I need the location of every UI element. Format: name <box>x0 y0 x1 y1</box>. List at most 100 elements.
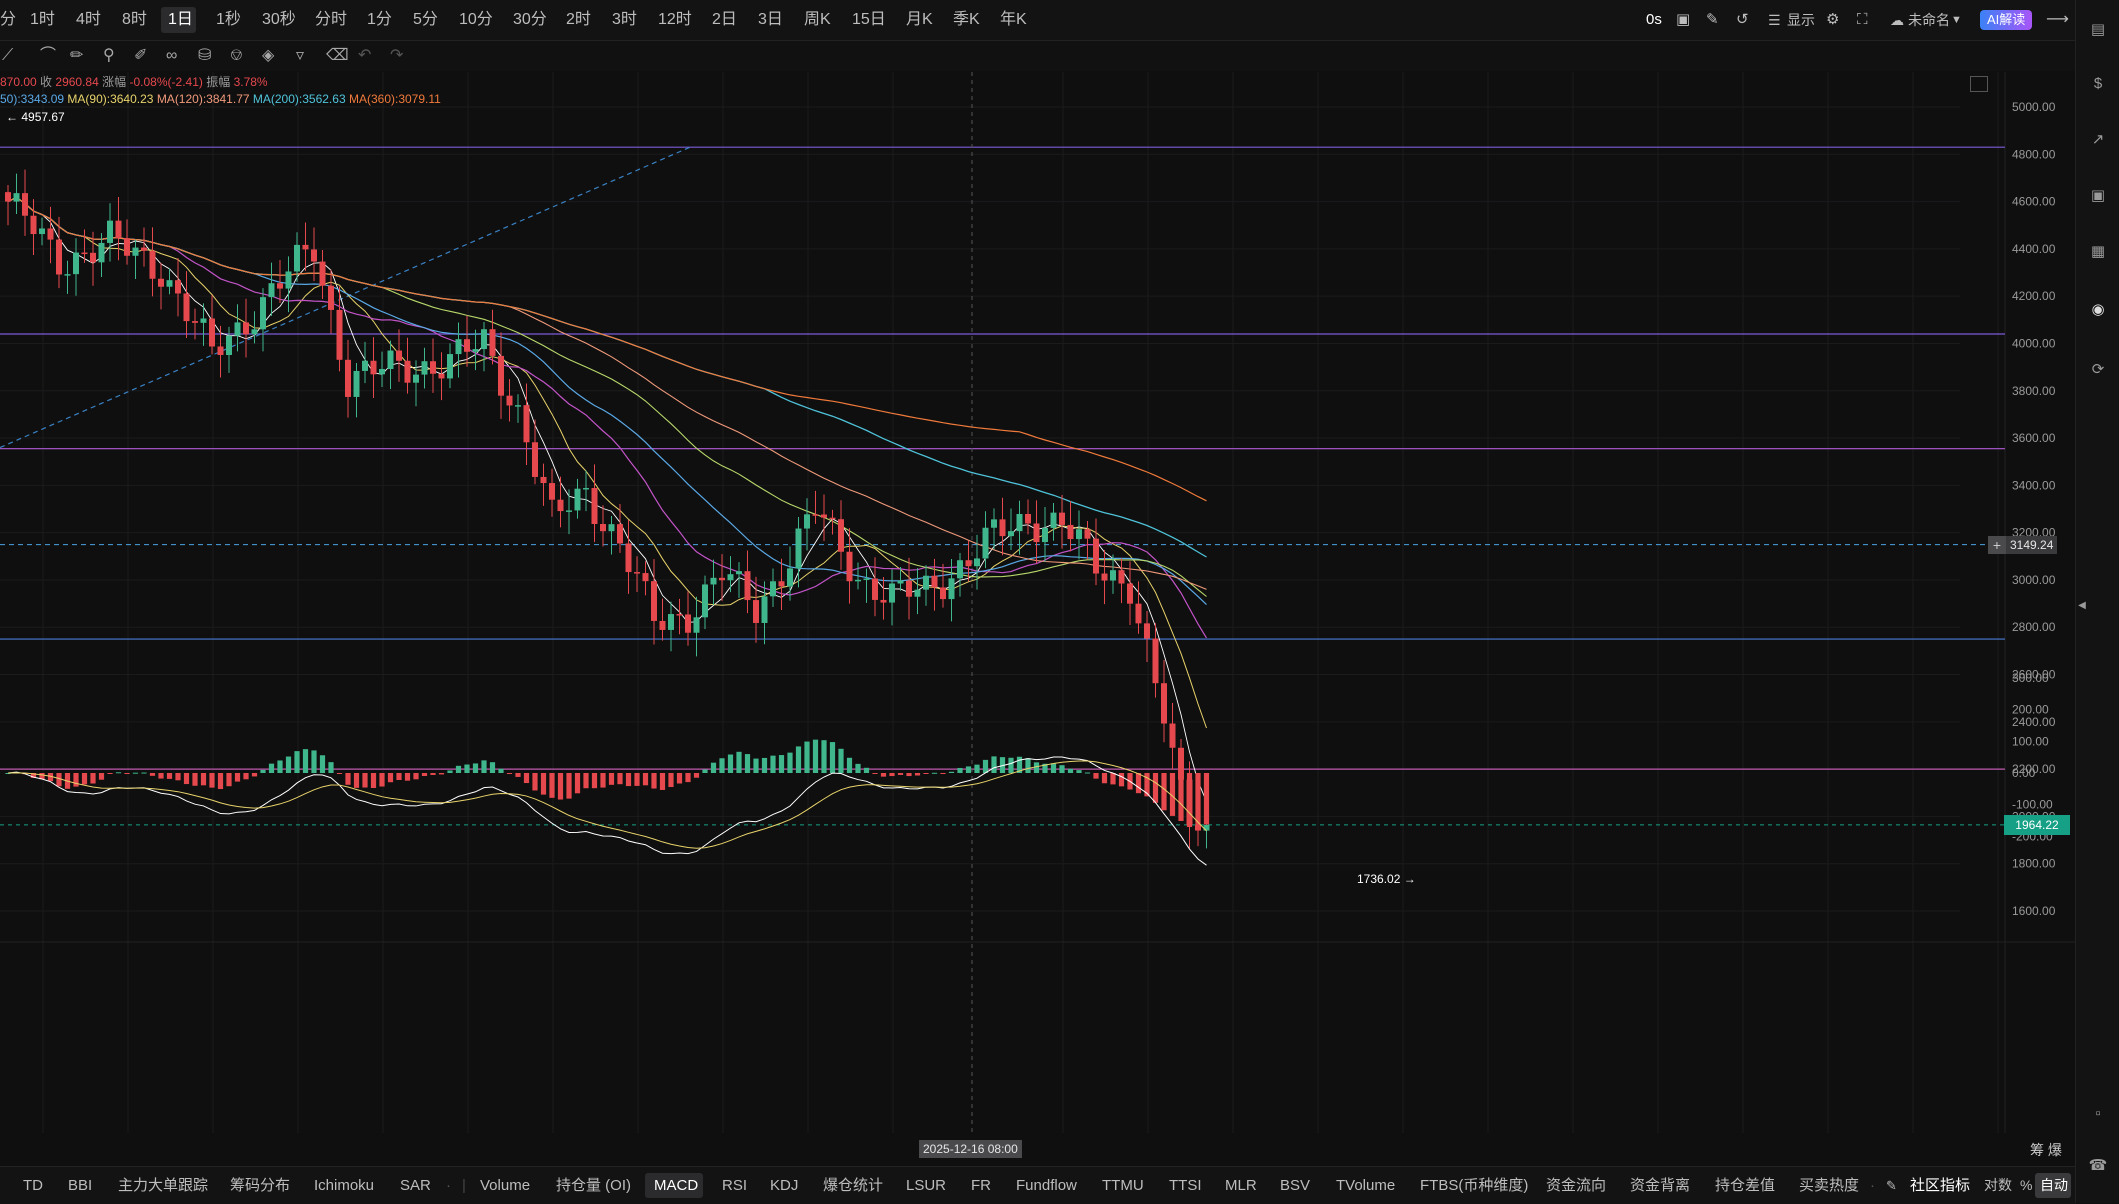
indicator-mlr[interactable]: MLR <box>1225 1177 1257 1194</box>
indicator-rsi[interactable]: RSI <box>722 1177 748 1194</box>
trash-tool-icon[interactable]: ⌫ <box>326 47 349 64</box>
indicator-chip[interactable]: 筹码分布 <box>230 1177 291 1194</box>
timeframe-30s[interactable]: 30秒 <box>262 11 296 28</box>
display-button[interactable]: 显示 <box>1787 12 1815 28</box>
indicator-lsur[interactable]: LSUR <box>906 1177 947 1194</box>
log-scale-button[interactable]: 对数 <box>1984 1177 2012 1193</box>
brush-tool-icon[interactable]: ✐ <box>134 47 148 64</box>
chart-expand-icon[interactable] <box>1970 76 1988 92</box>
trend-icon[interactable]: ↗ <box>2091 131 2105 148</box>
redo-icon[interactable]: ↷ <box>390 47 404 64</box>
timeframe-10m[interactable]: 10分 <box>459 11 493 28</box>
dollar-icon[interactable]: $ <box>2093 75 2103 92</box>
edit-icon[interactable]: ✎ <box>1886 1178 1897 1193</box>
indicator-tvolume[interactable]: TVolume <box>1336 1177 1396 1194</box>
ruler-tool-icon[interactable]: ✏ <box>70 47 84 64</box>
timeframe-week[interactable]: 周K <box>804 11 831 28</box>
percent-scale-button[interactable]: % <box>2020 1177 2033 1193</box>
zoom-tool-icon[interactable]: ⚲ <box>103 47 115 64</box>
timeframe-4h[interactable]: 4时 <box>76 11 101 28</box>
indicator-bsv[interactable]: BSV <box>1280 1177 1311 1194</box>
community-indicator-button[interactable]: 社区指标 <box>1910 1177 1971 1194</box>
layers-tool-icon[interactable]: ◈ <box>262 47 275 64</box>
timeframe-1h[interactable]: 1时 <box>30 11 55 28</box>
timeframe-3d[interactable]: 3日 <box>758 11 783 28</box>
timeframe-year[interactable]: 年K <box>1000 11 1027 28</box>
chevron-down-icon[interactable]: ▼ <box>1951 14 1962 26</box>
timeframe-partial[interactable]: 分 <box>0 11 17 28</box>
indicator-ttsi[interactable]: TTSI <box>1169 1177 1202 1194</box>
crop-tool-icon[interactable]: ⌒ <box>40 47 57 64</box>
line-tool-icon[interactable]: ⟋ <box>2 47 14 64</box>
macd-axis-label: 300.00 <box>2012 671 2049 685</box>
axis-corner-a[interactable]: 筹 <box>2030 1142 2044 1158</box>
pattern-tool-icon[interactable]: ∞ <box>166 47 178 64</box>
collapse-icon[interactable]: ◀ <box>2078 600 2086 611</box>
indicator-sar[interactable]: SAR <box>400 1177 431 1194</box>
auto-scale-button[interactable]: 自动 <box>2040 1177 2068 1193</box>
indicator-main-force[interactable]: 主力大单跟踪 <box>118 1177 209 1194</box>
timeframe-1m[interactable]: 1分 <box>367 11 392 28</box>
monitor-icon[interactable]: ▣ <box>2090 187 2106 204</box>
timeframe-12h[interactable]: 12时 <box>658 11 692 28</box>
cloud-icon[interactable]: ☁ <box>1890 12 1904 28</box>
macd-bar <box>1135 773 1142 794</box>
indicator-fund-divergence[interactable]: 资金背离 <box>1630 1177 1691 1194</box>
robot-icon[interactable]: ◉ <box>2091 301 2105 318</box>
indicator-kdj[interactable]: KDJ <box>770 1177 799 1194</box>
chart-area[interactable]: 5000.00 4800.00 4600.00 4400.00 4200.00 4000.… <box>0 72 2075 1158</box>
orderbook-icon[interactable]: ▤ <box>2090 21 2106 38</box>
timeframe-3h[interactable]: 3时 <box>612 11 637 28</box>
indicator-fundflow[interactable]: Fundflow <box>1016 1177 1077 1194</box>
layout-name-dropdown[interactable]: 未命名 <box>1908 12 1950 28</box>
camera-icon[interactable]: ▣ <box>1676 11 1691 28</box>
timeframe-5m[interactable]: 5分 <box>413 11 438 28</box>
indicator-fr[interactable]: FR <box>971 1177 991 1194</box>
timeframe-30m[interactable]: 30分 <box>513 11 547 28</box>
ai-analysis-button[interactable]: AI解读 <box>1980 10 2033 30</box>
indicator-fund-direction[interactable]: 资金流向 <box>1546 1177 1607 1194</box>
indicator-td[interactable]: TD <box>23 1177 43 1194</box>
settings-icon[interactable]: ⚙ <box>1826 11 1840 28</box>
panel-layout-icon[interactable]: ▫ <box>2095 1105 2101 1122</box>
share-icon[interactable]: ⟶ <box>2046 11 2069 28</box>
indicator-ftbs[interactable]: FTBS(币种维度) <box>1420 1177 1529 1194</box>
indicator-macd[interactable]: MACD <box>654 1177 699 1194</box>
indicator-liquidation[interactable]: 爆仓统计 <box>823 1177 884 1194</box>
macd-bar <box>897 773 904 775</box>
candle <box>880 576 887 620</box>
timeframe-intraday[interactable]: 分时 <box>315 11 348 28</box>
macd-bar <box>268 763 275 773</box>
axis-corner-b[interactable]: 爆 <box>2047 1142 2062 1158</box>
timeframe-1d[interactable]: 1日 <box>168 11 193 28</box>
indicator-oi[interactable]: 持仓量 (OI) <box>556 1177 631 1194</box>
candle <box>64 260 71 294</box>
timeframe-8h[interactable]: 8时 <box>122 11 147 28</box>
filter-tool-icon[interactable]: ▿ <box>296 47 305 64</box>
indicator-oi-delta[interactable]: 持仓差值 <box>1715 1177 1776 1194</box>
menu-icon[interactable]: ☰ <box>1768 12 1781 28</box>
indicator-volume[interactable]: Volume <box>480 1177 531 1194</box>
undo-icon[interactable]: ↶ <box>358 47 372 64</box>
chart-canvas[interactable]: 5000.00 4800.00 4600.00 4400.00 4200.00 4000.… <box>0 72 2075 1133</box>
reply-icon[interactable]: ↺ <box>1736 11 1749 28</box>
timeframe-2h[interactable]: 2时 <box>566 11 591 28</box>
headset-icon[interactable]: ☎ <box>2088 1157 2108 1174</box>
timeframe-1s[interactable]: 1秒 <box>216 11 241 28</box>
timeframe-2d[interactable]: 2日 <box>712 11 737 28</box>
ohlc-legend: 870.00 收 2960.84 涨幅 -0.08%(-2.41) 振幅 3.7… <box>0 73 268 90</box>
indicator-bbi[interactable]: BBI <box>68 1177 93 1194</box>
timeframe-month[interactable]: 月K <box>906 11 933 28</box>
grid-icon[interactable]: ▦ <box>2090 243 2106 260</box>
refresh-icon[interactable]: ⟳ <box>2091 361 2105 378</box>
crosshair-plus-icon[interactable]: + <box>1988 536 2006 554</box>
indicator-ttmu[interactable]: TTMU <box>1102 1177 1144 1194</box>
timeframe-quarter[interactable]: 季K <box>953 11 980 28</box>
indicator-ichimoku[interactable]: Ichimoku <box>314 1177 375 1194</box>
lock-tool-icon[interactable]: ⛁ <box>198 47 212 64</box>
pencil-icon[interactable]: ✎ <box>1706 11 1719 28</box>
magnet-tool-icon[interactable]: ⎊ <box>230 47 243 64</box>
indicator-heat[interactable]: 买卖热度 <box>1799 1177 1860 1194</box>
timeframe-15d[interactable]: 15日 <box>852 11 886 28</box>
fullscreen-icon[interactable]: ⛶ <box>1857 11 1868 28</box>
